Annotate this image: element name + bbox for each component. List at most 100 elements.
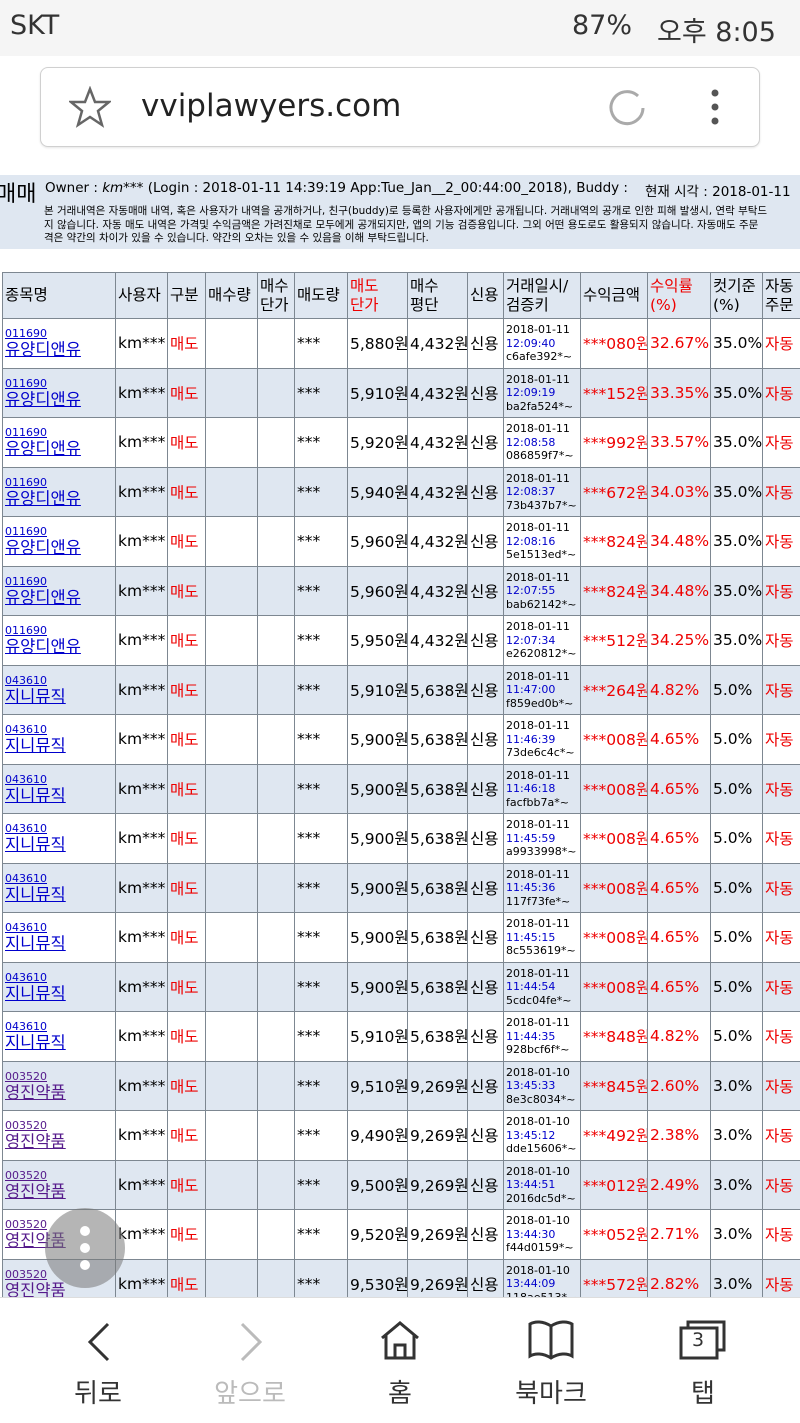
reload-icon[interactable] [606,86,648,128]
forward-button[interactable]: 앞으로 [170,1373,330,1410]
rate-cell: 2.38% [648,1111,711,1161]
stock-code[interactable]: 011690 [5,426,113,439]
avg-price-cell: 4,432원 [408,368,468,418]
trade-date: 2018-01-11 [506,670,578,684]
stock-name[interactable]: 유양디앤유 [5,439,113,458]
stock-name[interactable]: 지니뮤직 [5,835,113,854]
stock-name[interactable]: 영진약품 [5,1182,113,1201]
forward-icon[interactable] [230,1320,270,1364]
buy-qty-cell [206,1012,258,1062]
trade-time: 11:44:35 [506,1030,578,1044]
profit-cell: ***992원 [581,418,648,468]
avg-price-cell: 9,269원 [408,1160,468,1210]
trade-time: 12:09:19 [506,386,578,400]
stock-name[interactable]: 지니뮤직 [5,885,113,904]
side-cell: 매도 [168,962,206,1012]
tabs-button[interactable]: 탭 [623,1373,783,1410]
stock-name[interactable]: 유양디앤유 [5,588,113,607]
profit-cell: ***008원 [581,962,648,1012]
stock-name[interactable]: 영진약품 [5,1083,113,1102]
bookmark-icon[interactable] [527,1318,575,1362]
stock-name[interactable]: 지니뮤직 [5,984,113,1003]
profit-cell: ***008원 [581,764,648,814]
auto-cell: 자동 [763,517,800,567]
stock-code[interactable]: 011690 [5,624,113,637]
stock-name[interactable]: 유양디앤유 [5,340,113,359]
stock-code[interactable]: 043610 [5,921,113,934]
floating-menu[interactable] [45,1208,125,1288]
stock-name[interactable]: 유양디앤유 [5,489,113,508]
url[interactable]: vviplawyers.com [141,88,401,124]
column-header: 거래일시/검증키 [504,273,581,319]
back-icon[interactable] [80,1320,120,1364]
stock-name[interactable]: 유양디앤유 [5,390,113,409]
verify-key: f859ed0b*~ [506,697,578,711]
sell-qty-cell: *** [295,319,348,369]
star-icon[interactable] [69,86,111,128]
buy-price-cell [258,764,295,814]
stock-code[interactable]: 043610 [5,723,113,736]
stock-code[interactable]: 043610 [5,822,113,835]
stock-name[interactable]: 영진약품 [5,1132,113,1151]
buy-qty-cell [206,1111,258,1161]
stock-name[interactable]: 지니뮤직 [5,687,113,706]
stock-code[interactable]: 043610 [5,971,113,984]
stock-code[interactable]: 011690 [5,476,113,489]
stock-code[interactable]: 043610 [5,1020,113,1033]
stock-name[interactable]: 유양디앤유 [5,637,113,656]
menu-icon[interactable] [705,88,725,128]
stock-code[interactable]: 011690 [5,575,113,588]
fab-dots[interactable] [45,1208,125,1288]
stock-code[interactable]: 043610 [5,872,113,885]
stock-name[interactable]: 지니뮤직 [5,736,113,755]
user-cell: km*** [116,1012,168,1062]
stock-name[interactable]: 지니뮤직 [5,1033,113,1052]
stock-name[interactable]: 유양디앤유 [5,538,113,557]
stock-name[interactable]: 지니뮤직 [5,934,113,953]
credit-cell: 신용 [468,665,504,715]
stock-name[interactable]: 지니뮤직 [5,786,113,805]
sell-qty-cell: *** [295,368,348,418]
sell-qty-cell: *** [295,962,348,1012]
stock-code[interactable]: 011690 [5,377,113,390]
back-button[interactable]: 뒤로 [18,1373,178,1410]
home-button[interactable]: 홈 [320,1373,480,1410]
credit-cell: 신용 [468,962,504,1012]
auto-cell: 자동 [763,368,800,418]
buy-qty-cell [206,517,258,567]
sell-price-cell: 9,500원 [348,1160,408,1210]
sell-qty-cell: *** [295,665,348,715]
stock-code[interactable]: 003520 [5,1169,113,1182]
buy-price-cell [258,1012,295,1062]
header-line: 자동 [765,277,798,296]
user-cell: km*** [116,913,168,963]
stock-code[interactable]: 043610 [5,773,113,786]
side-cell: 매도 [168,418,206,468]
sell-qty-cell: *** [295,566,348,616]
rate-cell: 2.71% [648,1210,711,1260]
stock-code[interactable]: 003520 [5,1070,113,1083]
stock-code[interactable]: 011690 [5,327,113,340]
header-line: 사용자 [118,286,165,305]
bookmark-button[interactable]: 북마크 [471,1373,631,1410]
stock-code[interactable]: 003520 [5,1119,113,1132]
rate-cell: 4.65% [648,863,711,913]
buy-qty-cell [206,764,258,814]
stock-code[interactable]: 043610 [5,674,113,687]
tab-count[interactable]: 3 [692,1329,704,1351]
buy-price-cell [258,1259,295,1297]
url-bar[interactable]: vviplawyers.com [40,67,760,147]
profit-cell: ***152원 [581,368,648,418]
home-icon[interactable] [378,1318,422,1362]
side-cell: 매도 [168,814,206,864]
stock-code[interactable]: 011690 [5,525,113,538]
verify-key: 928bcf6f*~ [506,1043,578,1057]
